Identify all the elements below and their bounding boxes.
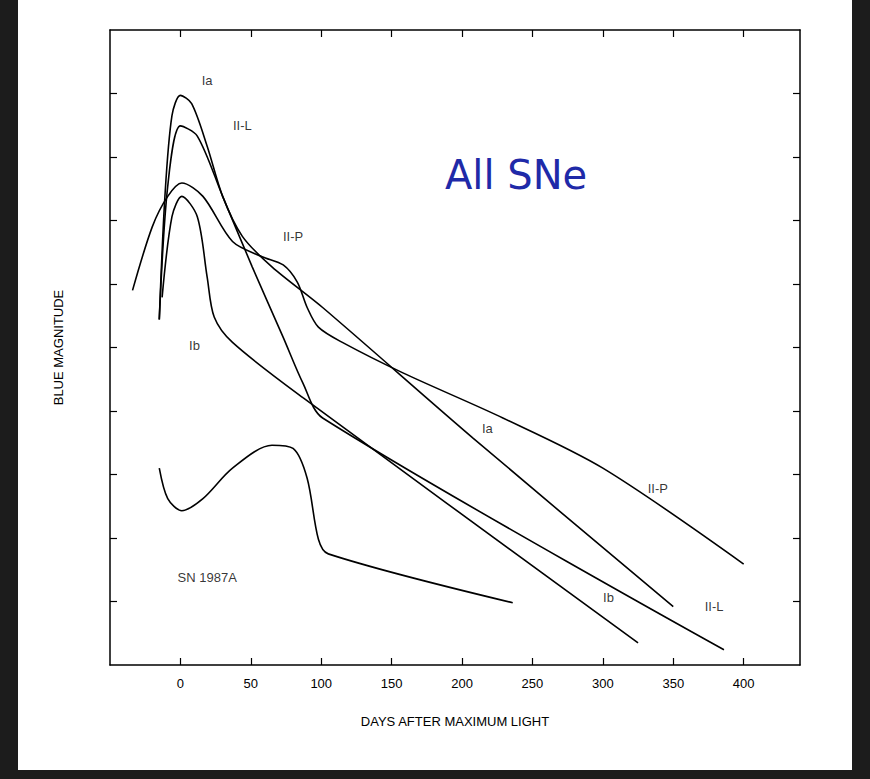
svg-text:II-P: II-P <box>648 481 668 496</box>
svg-text:SN 1987A: SN 1987A <box>178 570 238 585</box>
svg-text:II-L: II-L <box>705 599 724 614</box>
svg-text:All SNe: All SNe <box>445 152 587 198</box>
svg-text:Ib: Ib <box>189 338 200 353</box>
svg-text:II-L: II-L <box>233 118 252 133</box>
svg-text:300: 300 <box>592 676 614 691</box>
svg-text:Ia: Ia <box>202 73 214 88</box>
svg-text:200: 200 <box>451 676 473 691</box>
svg-text:Ib: Ib <box>603 590 614 605</box>
svg-text:Ia: Ia <box>482 421 494 436</box>
svg-text:II-P: II-P <box>283 229 303 244</box>
svg-text:350: 350 <box>662 676 684 691</box>
svg-text:250: 250 <box>522 676 544 691</box>
svg-text:400: 400 <box>733 676 755 691</box>
svg-text:BLUE MAGNITUDE: BLUE MAGNITUDE <box>51 289 66 405</box>
svg-text:50: 50 <box>244 676 258 691</box>
svg-text:DAYS AFTER MAXIMUM LIGHT: DAYS AFTER MAXIMUM LIGHT <box>361 714 549 729</box>
svg-text:100: 100 <box>310 676 332 691</box>
svg-text:150: 150 <box>381 676 403 691</box>
svg-text:0: 0 <box>177 676 184 691</box>
